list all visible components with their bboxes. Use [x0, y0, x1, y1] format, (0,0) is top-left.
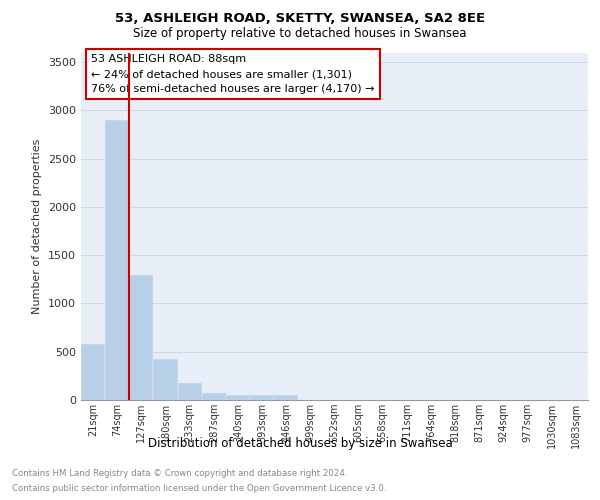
Y-axis label: Number of detached properties: Number of detached properties: [32, 138, 43, 314]
Text: 53, ASHLEIGH ROAD, SKETTY, SWANSEA, SA2 8EE: 53, ASHLEIGH ROAD, SKETTY, SWANSEA, SA2 …: [115, 12, 485, 26]
Text: Distribution of detached houses by size in Swansea: Distribution of detached houses by size …: [148, 438, 452, 450]
Bar: [274, 395, 298, 400]
Bar: [105, 120, 129, 400]
Bar: [202, 393, 226, 400]
Bar: [178, 383, 202, 400]
Bar: [154, 360, 178, 400]
Bar: [226, 395, 250, 400]
Text: Size of property relative to detached houses in Swansea: Size of property relative to detached ho…: [133, 28, 467, 40]
Bar: [81, 344, 105, 400]
Text: Contains public sector information licensed under the Open Government Licence v3: Contains public sector information licen…: [12, 484, 386, 493]
Bar: [250, 395, 274, 400]
Text: 53 ASHLEIGH ROAD: 88sqm
← 24% of detached houses are smaller (1,301)
76% of semi: 53 ASHLEIGH ROAD: 88sqm ← 24% of detache…: [91, 54, 374, 94]
Text: Contains HM Land Registry data © Crown copyright and database right 2024.: Contains HM Land Registry data © Crown c…: [12, 469, 347, 478]
Bar: [129, 274, 154, 400]
